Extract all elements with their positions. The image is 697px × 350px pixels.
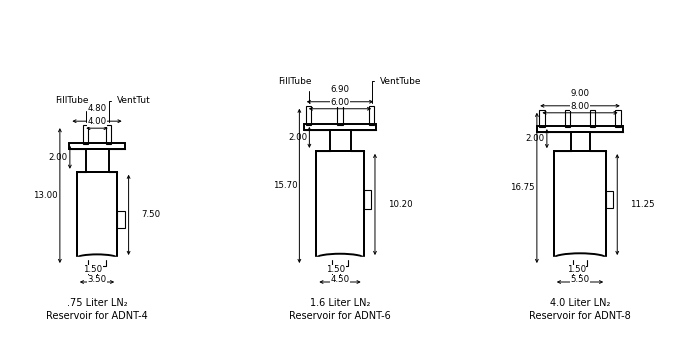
Text: 2.00: 2.00: [49, 153, 68, 162]
Text: 4.50: 4.50: [330, 275, 350, 284]
Bar: [369, 106, 374, 125]
Bar: [554, 151, 606, 258]
Bar: [571, 132, 590, 151]
Text: 10.20: 10.20: [388, 200, 413, 209]
Text: VentTut: VentTut: [109, 96, 151, 122]
Bar: [332, 258, 348, 266]
Text: 6.00: 6.00: [330, 98, 350, 107]
Bar: [337, 106, 343, 125]
Bar: [84, 125, 88, 144]
Bar: [304, 124, 376, 130]
Text: 4.00: 4.00: [87, 117, 107, 126]
Bar: [539, 110, 544, 127]
Text: FillTube: FillTube: [56, 96, 89, 122]
Bar: [86, 149, 109, 172]
Bar: [606, 191, 613, 208]
Text: .75 Liter LN₂
Reservoir for ADNT-4: .75 Liter LN₂ Reservoir for ADNT-4: [46, 298, 148, 321]
Text: 6.90: 6.90: [330, 85, 349, 94]
Text: 5.50: 5.50: [570, 275, 590, 284]
Bar: [537, 126, 622, 132]
Text: 1.50: 1.50: [567, 265, 586, 274]
Text: FillTube: FillTube: [279, 77, 312, 103]
Bar: [590, 110, 595, 127]
Bar: [330, 130, 351, 151]
Text: 13.00: 13.00: [33, 191, 58, 200]
Text: 8.00: 8.00: [570, 102, 590, 111]
Bar: [89, 258, 106, 266]
Text: 1.50: 1.50: [83, 265, 102, 274]
Bar: [77, 172, 117, 258]
Text: 4.0 Liter LN₂
Reservoir for ADNT-8: 4.0 Liter LN₂ Reservoir for ADNT-8: [529, 298, 631, 321]
Text: 1.50: 1.50: [326, 265, 346, 274]
Bar: [306, 106, 311, 125]
Bar: [364, 190, 371, 209]
Text: VentTube: VentTube: [372, 77, 421, 103]
Text: 15.70: 15.70: [273, 181, 298, 190]
Text: 16.75: 16.75: [510, 183, 535, 192]
Text: 2.00: 2.00: [526, 134, 545, 143]
Text: 1.6 Liter LN₂
Reservoir for ADNT-6: 1.6 Liter LN₂ Reservoir for ADNT-6: [289, 298, 391, 321]
Bar: [316, 151, 364, 258]
Bar: [615, 110, 620, 127]
Text: 11.25: 11.25: [630, 200, 655, 209]
Text: 3.50: 3.50: [87, 275, 107, 284]
Bar: [117, 211, 125, 228]
Bar: [565, 110, 570, 127]
Bar: [107, 125, 111, 144]
Text: 7.50: 7.50: [141, 210, 161, 219]
Bar: [573, 258, 587, 266]
Bar: [70, 143, 125, 149]
Text: 4.80: 4.80: [87, 104, 107, 113]
Text: 2.00: 2.00: [289, 133, 307, 142]
Text: 9.00: 9.00: [571, 89, 590, 98]
